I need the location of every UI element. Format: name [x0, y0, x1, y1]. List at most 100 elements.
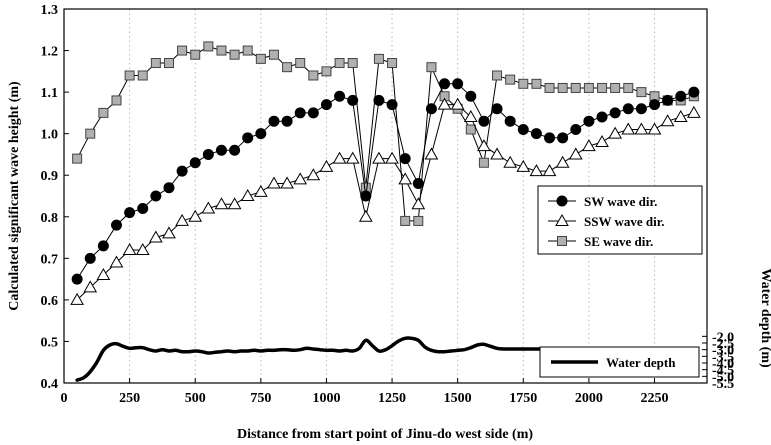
data-point-circle — [478, 115, 490, 127]
y-tick-label: 0.6 — [41, 294, 59, 309]
data-point-triangle — [227, 197, 242, 210]
wave-legend: SW wave dir. SSW wave dir. SE wave dir. — [537, 185, 703, 255]
data-point-square — [373, 53, 384, 64]
data-point-circle — [596, 111, 608, 123]
water-depth-line — [75, 336, 696, 382]
data-point-triangle — [608, 126, 623, 139]
data-point-square — [72, 153, 83, 164]
series-square — [72, 41, 699, 226]
legend-marker-square — [557, 236, 567, 246]
legend-label-square: SE wave dir. — [584, 234, 653, 249]
y-axis-title: Calculated significant wave height (m) — [7, 81, 22, 311]
data-point-circle — [71, 273, 83, 285]
data-point-triangle — [477, 139, 491, 152]
wave-series-layer — [70, 41, 701, 305]
data-point-triangle — [463, 110, 478, 123]
y-tick-label: 0.4 — [41, 377, 59, 392]
data-point-circle — [255, 128, 267, 140]
data-point-triangle — [70, 292, 84, 305]
data-point-square — [163, 58, 174, 69]
y-tick-label: 0.9 — [41, 169, 59, 184]
data-point-circle — [635, 103, 647, 115]
data-point-triangle — [293, 172, 308, 185]
data-point-square — [282, 62, 293, 73]
data-point-square — [518, 78, 529, 89]
data-point-square — [255, 53, 266, 64]
legend-marker-triangle — [555, 213, 569, 226]
y-tick-label: 1.0 — [41, 128, 59, 143]
data-point-triangle — [687, 105, 701, 118]
y-tick-label: 0.7 — [41, 252, 59, 267]
data-point-circle — [215, 144, 227, 156]
data-point-circle — [124, 207, 136, 219]
data-point-triangle — [148, 230, 163, 243]
y-tick-label: 1.3 — [41, 3, 59, 18]
y2-axis-ticks: -2.0-2.5-3.0-3.5-4.0-4.5-5.0-5.5 — [702, 330, 734, 392]
data-point-triangle — [385, 151, 399, 164]
data-point-circle — [544, 132, 556, 144]
x-tick-label: 500 — [185, 391, 206, 406]
y2-tick-label: -4.5 — [712, 364, 734, 379]
data-point-circle — [84, 252, 96, 264]
data-point-square — [583, 82, 594, 93]
data-point-circle — [386, 99, 398, 111]
data-point-circle — [334, 90, 346, 102]
data-point-circle — [439, 78, 451, 90]
data-point-triangle — [437, 97, 452, 110]
data-point-circle — [452, 78, 464, 90]
data-point-circle — [662, 94, 674, 106]
y2-tick-label: -5.5 — [712, 377, 734, 392]
data-point-circle — [517, 124, 529, 136]
x-tick-label: 0 — [61, 391, 68, 406]
data-point-circle — [622, 103, 634, 115]
data-point-square — [242, 45, 253, 56]
series-triangle — [70, 97, 701, 305]
data-point-circle — [229, 144, 241, 156]
y-tick-label: 1.1 — [41, 86, 59, 101]
data-point-circle — [465, 90, 477, 102]
data-point-circle — [163, 182, 175, 194]
data-point-triangle — [201, 201, 216, 214]
data-point-circle — [97, 240, 109, 252]
data-point-triangle — [424, 147, 439, 160]
data-point-square — [124, 70, 135, 81]
data-point-triangle — [306, 168, 321, 181]
data-point-circle — [347, 94, 359, 106]
data-point-square — [334, 58, 345, 69]
data-point-square — [150, 58, 161, 69]
data-point-triangle — [398, 172, 413, 185]
data-point-circle — [110, 219, 122, 231]
x-tick-label: 1000 — [312, 391, 340, 406]
data-point-triangle — [516, 159, 531, 172]
data-point-square — [321, 66, 332, 77]
data-point-circle — [649, 99, 661, 111]
data-point-square — [610, 82, 621, 93]
data-point-circle — [412, 178, 424, 190]
wave-legend-items: SW wave dir. SSW wave dir. SE wave dir. — [548, 194, 665, 249]
legend-marker-circle — [556, 195, 568, 207]
data-point-circle — [399, 153, 411, 165]
data-point-circle — [294, 107, 306, 119]
data-point-triangle — [162, 226, 176, 239]
data-point-square — [137, 70, 148, 81]
data-point-triangle — [214, 197, 229, 210]
data-point-circle — [268, 115, 280, 127]
x-tick-label: 2250 — [641, 391, 669, 406]
x-tick-label: 1500 — [444, 391, 472, 406]
legend-label-triangle: SSW wave dir. — [584, 214, 665, 229]
vertical-gridlines — [129, 9, 656, 383]
data-point-triangle — [450, 97, 465, 110]
data-point-square — [177, 45, 188, 56]
data-point-triangle — [267, 176, 281, 189]
data-point-square — [597, 82, 608, 93]
data-point-triangle — [542, 164, 557, 177]
depth-legend: Water depth — [539, 346, 700, 378]
data-point-triangle — [240, 188, 255, 201]
data-point-triangle — [332, 151, 347, 164]
y2-tick-label: -4.0 — [712, 357, 734, 372]
data-point-circle — [137, 202, 149, 214]
data-point-square — [268, 49, 279, 60]
plot-frame — [63, 8, 708, 384]
water-depth-layer — [75, 336, 696, 382]
